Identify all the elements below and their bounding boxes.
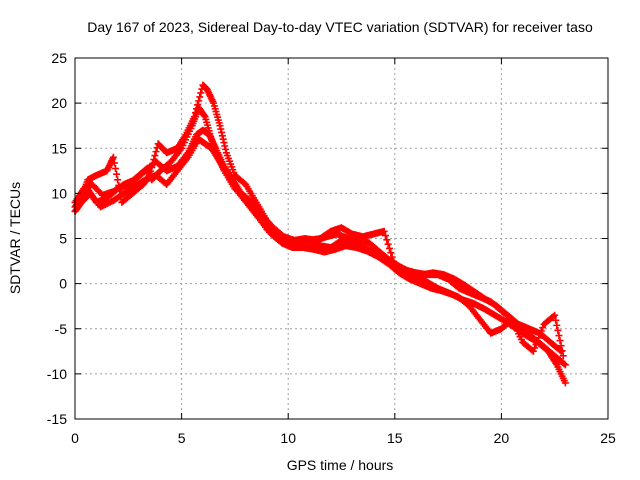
data-point — [150, 156, 158, 164]
y-tick-label: 15 — [51, 140, 67, 156]
data-point — [389, 257, 397, 265]
data-point — [117, 193, 125, 201]
data-point — [552, 316, 560, 324]
data-point — [531, 344, 539, 352]
data-point — [533, 337, 541, 345]
data-point — [549, 312, 557, 320]
data-point — [110, 159, 118, 167]
data-point — [553, 321, 561, 329]
data-point — [197, 89, 205, 97]
data-point — [109, 153, 117, 161]
data-point — [561, 361, 569, 369]
data-point — [148, 163, 156, 171]
data-point — [146, 171, 154, 179]
data-point — [537, 327, 545, 335]
data-point — [532, 341, 540, 349]
x-axis-label: GPS time / hours — [287, 457, 394, 473]
data-point — [116, 187, 124, 195]
data-point — [115, 181, 123, 189]
x-tick-label: 15 — [387, 430, 403, 446]
data-point — [113, 170, 121, 178]
data-point — [536, 330, 544, 338]
data-point — [381, 232, 389, 240]
data-point — [112, 165, 120, 173]
data-point — [554, 326, 562, 334]
y-tick-label: 0 — [59, 276, 67, 292]
y-axis-label: SDTVAR / TECUs — [7, 182, 23, 294]
data-point — [191, 109, 199, 117]
y-tick-label: -5 — [55, 321, 68, 337]
x-tick-label: 20 — [494, 430, 510, 446]
data-point — [193, 105, 201, 113]
data-point — [551, 311, 559, 319]
y-tick-label: -15 — [47, 411, 67, 427]
data-point — [556, 337, 564, 345]
data-point — [555, 332, 563, 340]
data-point — [147, 167, 155, 175]
data-point — [387, 249, 395, 257]
data-point — [558, 347, 566, 355]
y-tick-label: 10 — [51, 185, 67, 201]
data-point — [388, 253, 396, 261]
data-point — [196, 93, 204, 101]
y-tick-label: 20 — [51, 95, 67, 111]
data-point — [380, 227, 388, 235]
data-point — [561, 379, 569, 387]
data-point — [559, 352, 567, 360]
data-point — [385, 244, 393, 252]
y-tick-label: 5 — [59, 231, 67, 247]
data-point — [152, 148, 160, 156]
x-tick-label: 5 — [178, 430, 186, 446]
data-point — [529, 347, 537, 355]
y-tick-label: 25 — [51, 50, 67, 66]
data-points — [71, 81, 569, 387]
data-point — [383, 236, 391, 244]
y-tick-label: -10 — [47, 366, 67, 382]
data-point — [194, 101, 202, 109]
x-tick-label: 0 — [71, 430, 79, 446]
chart-title: Day 167 of 2023, Sidereal Day-to-day VTE… — [87, 19, 593, 35]
data-point — [114, 176, 122, 184]
data-point — [384, 240, 392, 248]
data-point — [149, 159, 157, 167]
x-tick-label: 25 — [600, 430, 616, 446]
series-trace-4 — [77, 81, 567, 360]
data-point — [190, 113, 198, 121]
data-point — [539, 324, 547, 332]
data-point — [195, 97, 203, 105]
data-point — [560, 360, 568, 368]
data-point — [535, 334, 543, 342]
data-point — [151, 152, 159, 160]
x-tick-label: 10 — [280, 430, 296, 446]
axis-ticks: 0 5 10 15 20 25 25 20 15 10 5 0 -5 -10 -15 — [47, 50, 616, 446]
data-point — [557, 342, 565, 350]
